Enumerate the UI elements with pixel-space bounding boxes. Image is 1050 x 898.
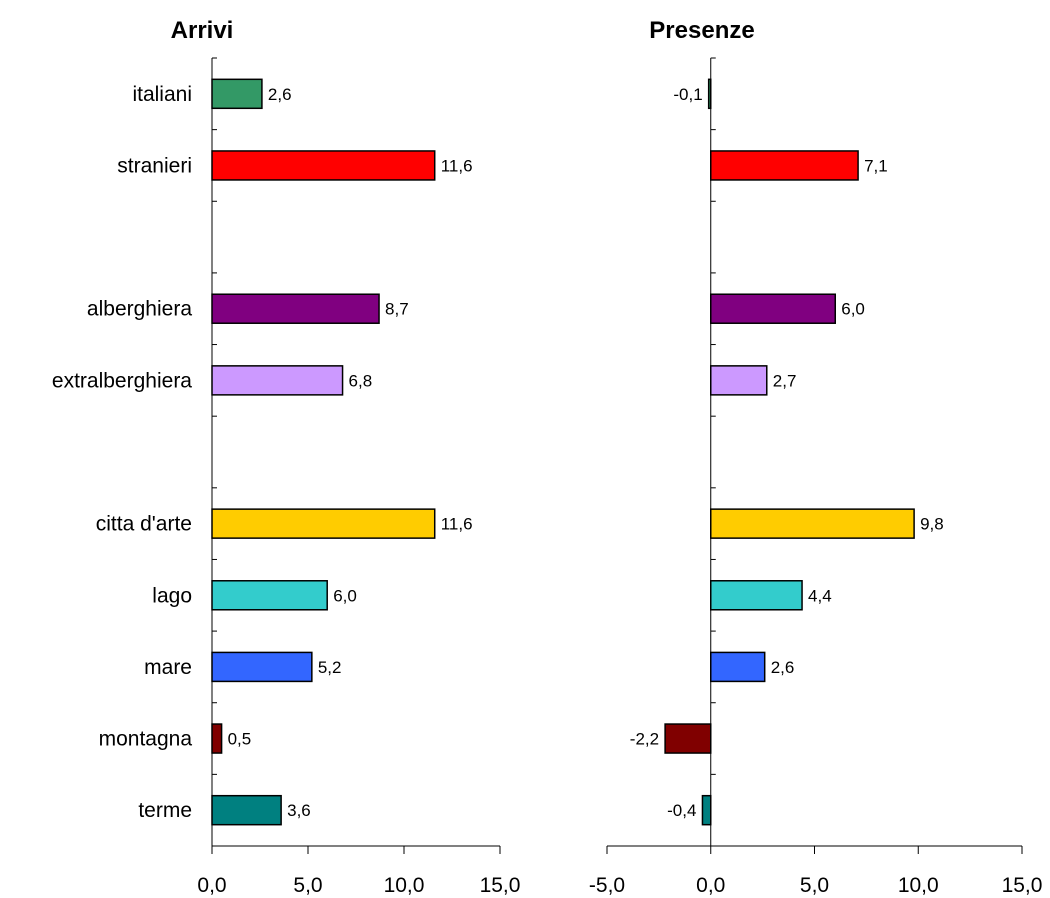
arrivi-bar [211, 78, 263, 110]
arrivi-bar [211, 580, 328, 611]
category-label: terme [138, 799, 192, 822]
presenze-data-label: 4,4 [808, 586, 832, 605]
arrivi-bar [211, 723, 223, 754]
arrivi-data-label: 0,5 [228, 730, 252, 749]
presenze-data-label: -0,4 [667, 801, 696, 820]
arrivi-data-label: 11,6 [441, 156, 473, 175]
presenze-data-label: 7,1 [864, 156, 888, 175]
presenze-bar [664, 723, 712, 754]
presenze-data-label: 9,8 [920, 515, 944, 534]
arrivi-bar [211, 293, 380, 324]
presenze-x-tick-label: 10,0 [898, 874, 939, 897]
presenze-bar [707, 78, 712, 110]
presenze-bar [710, 508, 915, 539]
arrivi-x-tick-label: 15,0 [480, 874, 521, 897]
presenze-data-label: -2,2 [630, 730, 659, 749]
arrivi-data-label: 5,2 [318, 658, 342, 677]
category-label: italiani [132, 83, 192, 106]
arrivi-data-label: 11,6 [441, 515, 473, 534]
arrivi-title: Arrivi [171, 17, 234, 44]
presenze-bar [710, 651, 766, 683]
presenze-data-label: 2,7 [773, 371, 797, 390]
presenze-x-tick-label: 15,0 [1002, 874, 1043, 897]
category-label: alberghiera [87, 298, 192, 321]
presenze-title: Presenze [649, 17, 754, 44]
category-label: extralberghiera [52, 369, 192, 392]
presenze-bar [710, 293, 836, 324]
presenze-data-label: -0,1 [673, 85, 702, 104]
category-label: citta d'arte [96, 513, 192, 536]
arrivi-bar [211, 150, 436, 181]
category-label: montagna [99, 728, 193, 751]
arrivi-x-tick-label: 0,0 [197, 874, 226, 897]
category-label: stranieri [117, 154, 192, 177]
presenze-bar [701, 794, 712, 826]
arrivi-data-label: 6,0 [333, 586, 357, 605]
arrivi-x-tick-label: 5,0 [293, 874, 322, 897]
presenze-x-tick-label: 0,0 [696, 874, 725, 897]
arrivi-data-label: 6,8 [349, 371, 373, 390]
presenze-bar [710, 365, 768, 396]
arrivi-bar [211, 651, 313, 683]
category-label: lago [152, 584, 192, 607]
presenze-panel: -5,0 0,0 5,0 10,0 15,0 -0,1 7,1 6,0 2,7 9,8 4,4 2,6… [589, 57, 1043, 897]
presenze-x-tick-label: -5,0 [589, 874, 625, 897]
arrivi-data-label: 2,6 [268, 85, 292, 104]
arrivi-x-tick-label: 10,0 [384, 874, 425, 897]
presenze-data-label: 6,0 [841, 300, 865, 319]
category-label: mare [144, 656, 192, 679]
arrivi-panel: 0,0 5,0 10,0 15,0 italiani 2,6 stranieri 11,6 al… [52, 57, 521, 897]
presenze-bar [710, 150, 859, 181]
arrivi-bar [211, 508, 436, 539]
presenze-data-label: 2,6 [771, 658, 795, 677]
arrivi-bar [211, 365, 344, 396]
presenze-x-tick-label: 5,0 [800, 874, 829, 897]
presenze-bar [710, 580, 803, 611]
arrivi-data-label: 8,7 [385, 300, 409, 319]
arrivi-data-label: 3,6 [287, 801, 311, 820]
arrivi-bar [211, 794, 282, 826]
